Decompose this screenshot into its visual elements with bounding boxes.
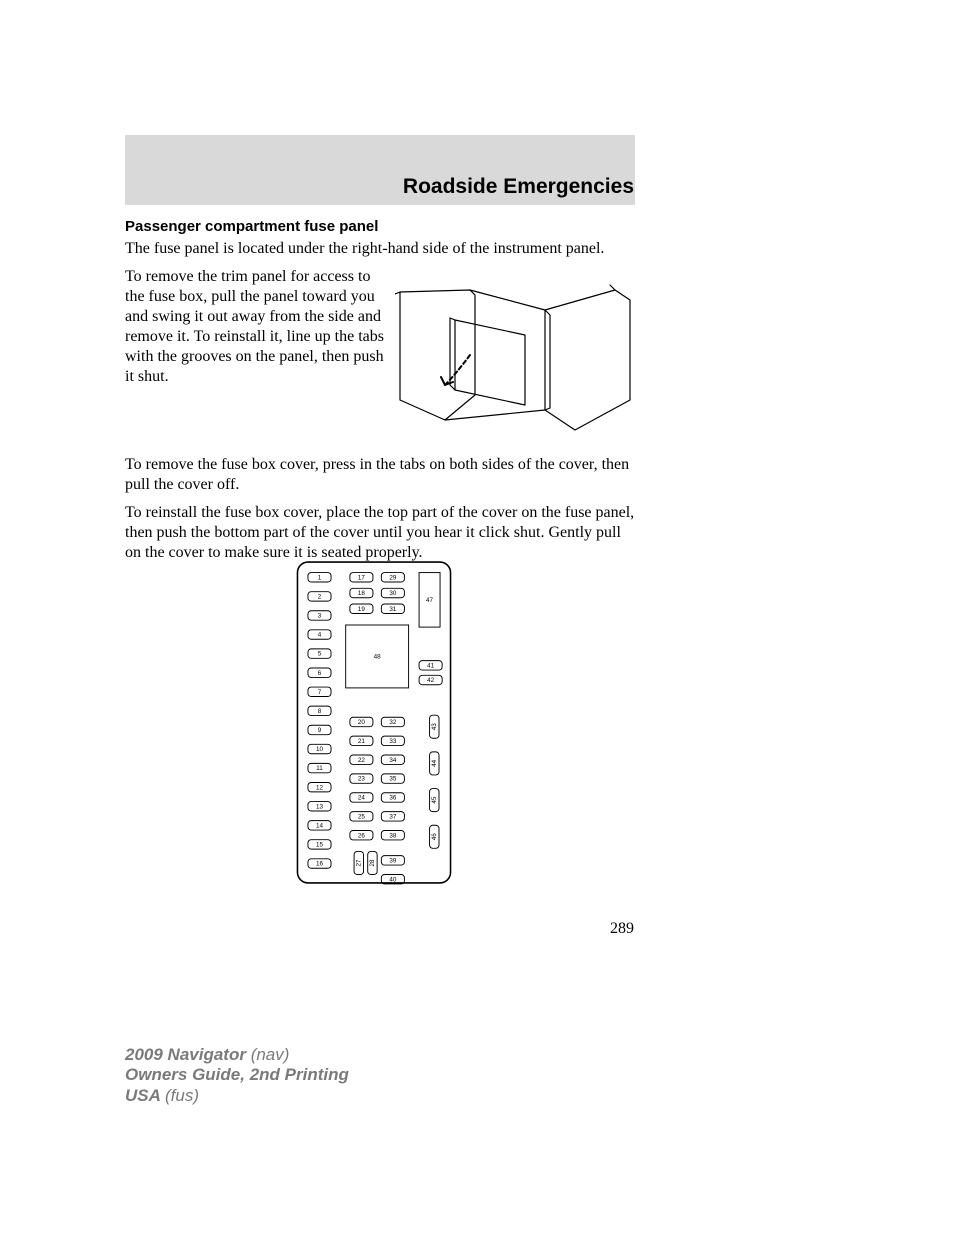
svg-text:20: 20 <box>358 719 365 726</box>
svg-text:44: 44 <box>431 759 438 766</box>
page-title: Roadside Emergencies <box>403 175 634 199</box>
svg-text:28: 28 <box>369 859 376 866</box>
svg-text:25: 25 <box>358 813 365 820</box>
footer-model-code: (nav) <box>251 1045 290 1064</box>
svg-text:46: 46 <box>431 833 438 840</box>
svg-text:11: 11 <box>316 765 323 772</box>
footer-line-2: Owners Guide, 2nd Printing <box>125 1065 349 1085</box>
svg-text:18: 18 <box>358 590 365 597</box>
svg-text:23: 23 <box>358 776 365 783</box>
svg-text:35: 35 <box>389 776 396 783</box>
svg-text:1: 1 <box>318 574 322 581</box>
svg-text:19: 19 <box>358 606 365 613</box>
svg-text:8: 8 <box>318 708 322 715</box>
fuse-box-diagram: 1234567891011121314151617181929303148474… <box>290 560 458 885</box>
svg-text:32: 32 <box>389 719 396 726</box>
svg-text:43: 43 <box>431 723 438 730</box>
svg-text:29: 29 <box>389 574 396 581</box>
svg-text:42: 42 <box>427 677 434 684</box>
svg-text:10: 10 <box>316 746 323 753</box>
svg-text:13: 13 <box>316 803 323 810</box>
footer-line-1: 2009 Navigator (nav) <box>125 1045 349 1065</box>
dashboard-illustration <box>395 280 635 445</box>
svg-text:6: 6 <box>318 670 322 677</box>
svg-text:9: 9 <box>318 727 322 734</box>
svg-text:24: 24 <box>358 795 365 802</box>
svg-text:7: 7 <box>318 689 322 696</box>
svg-text:4: 4 <box>318 632 322 639</box>
svg-text:39: 39 <box>389 857 396 864</box>
svg-text:34: 34 <box>389 757 396 764</box>
svg-text:3: 3 <box>318 613 322 620</box>
paragraph-2: To remove the trim panel for access to t… <box>125 267 387 387</box>
footer-line-3: USA (fus) <box>125 1086 349 1106</box>
svg-text:2: 2 <box>318 593 322 600</box>
svg-text:36: 36 <box>389 795 396 802</box>
svg-text:48: 48 <box>374 654 381 661</box>
svg-text:38: 38 <box>389 832 396 839</box>
section-subheading: Passenger compartment fuse panel <box>125 218 635 235</box>
paragraph-4: To reinstall the fuse box cover, place t… <box>125 503 635 563</box>
footer-model: 2009 Navigator <box>125 1045 251 1064</box>
svg-text:15: 15 <box>316 842 323 849</box>
svg-text:41: 41 <box>427 662 434 669</box>
svg-text:33: 33 <box>389 738 396 745</box>
svg-text:47: 47 <box>426 597 433 604</box>
paragraph-1: The fuse panel is located under the righ… <box>125 239 635 259</box>
paragraph-3: To remove the fuse box cover, press in t… <box>125 455 635 495</box>
svg-text:27: 27 <box>355 859 362 866</box>
svg-text:17: 17 <box>358 574 365 581</box>
footer-region: USA <box>125 1086 165 1105</box>
svg-text:30: 30 <box>389 590 396 597</box>
svg-text:16: 16 <box>316 861 323 868</box>
svg-text:21: 21 <box>358 738 365 745</box>
svg-text:37: 37 <box>389 813 396 820</box>
svg-text:5: 5 <box>318 651 322 658</box>
svg-text:22: 22 <box>358 757 365 764</box>
svg-text:12: 12 <box>316 784 323 791</box>
svg-text:31: 31 <box>389 606 396 613</box>
page-number: 289 <box>610 920 634 938</box>
footer-region-code: (fus) <box>165 1086 199 1105</box>
svg-text:26: 26 <box>358 832 365 839</box>
svg-text:45: 45 <box>431 796 438 803</box>
svg-text:14: 14 <box>316 822 323 829</box>
svg-text:40: 40 <box>389 876 396 883</box>
footer: 2009 Navigator (nav) Owners Guide, 2nd P… <box>125 1045 349 1106</box>
